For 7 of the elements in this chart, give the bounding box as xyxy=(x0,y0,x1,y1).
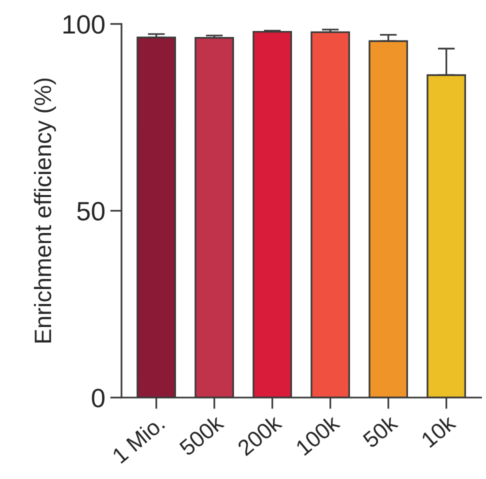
y-axis-title: Enrichment efficiency (%) xyxy=(34,78,56,342)
x-tick-label: 50k xyxy=(362,414,399,449)
y-tick-label: 0 xyxy=(92,388,104,408)
x-tick-label: 1 Mio. xyxy=(111,414,166,464)
x-tick-label: 10k xyxy=(420,414,457,448)
y-tick-label: 50 xyxy=(77,202,104,221)
y-tick-label: 100 xyxy=(64,15,104,34)
